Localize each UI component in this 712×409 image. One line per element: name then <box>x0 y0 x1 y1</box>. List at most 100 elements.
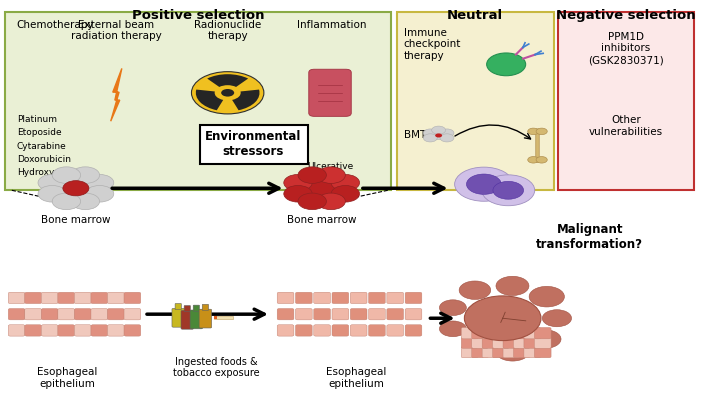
Circle shape <box>221 89 234 97</box>
FancyBboxPatch shape <box>472 328 488 339</box>
Text: Neutral: Neutral <box>446 9 503 22</box>
FancyBboxPatch shape <box>482 346 499 358</box>
Circle shape <box>439 321 466 337</box>
FancyBboxPatch shape <box>405 325 422 336</box>
Circle shape <box>298 193 326 210</box>
Circle shape <box>38 186 66 202</box>
FancyBboxPatch shape <box>58 325 75 336</box>
FancyBboxPatch shape <box>332 308 349 320</box>
FancyBboxPatch shape <box>41 325 58 336</box>
FancyBboxPatch shape <box>193 305 199 311</box>
Text: External beam
radiation therapy: External beam radiation therapy <box>71 20 162 41</box>
Circle shape <box>85 175 114 191</box>
FancyBboxPatch shape <box>314 325 330 336</box>
Text: Ulcerative
Colitis: Ulcerative Colitis <box>307 162 353 181</box>
FancyBboxPatch shape <box>58 308 75 320</box>
FancyBboxPatch shape <box>108 308 124 320</box>
Text: Negative selection: Negative selection <box>556 9 696 22</box>
FancyBboxPatch shape <box>472 346 488 358</box>
Text: PPM1D
inhibitors
(GSK2830371): PPM1D inhibitors (GSK2830371) <box>588 32 664 65</box>
FancyBboxPatch shape <box>190 310 203 329</box>
Circle shape <box>85 186 114 202</box>
Text: Malignant
transformation?: Malignant transformation? <box>536 223 643 251</box>
FancyBboxPatch shape <box>41 308 58 320</box>
Circle shape <box>38 175 66 191</box>
Circle shape <box>52 167 80 183</box>
FancyBboxPatch shape <box>472 337 488 348</box>
FancyBboxPatch shape <box>75 292 91 303</box>
FancyBboxPatch shape <box>314 308 330 320</box>
Circle shape <box>63 181 89 196</box>
Circle shape <box>543 310 572 327</box>
Circle shape <box>431 131 446 139</box>
FancyBboxPatch shape <box>332 325 349 336</box>
Circle shape <box>284 186 312 202</box>
FancyBboxPatch shape <box>25 292 41 303</box>
FancyBboxPatch shape <box>199 309 211 328</box>
FancyBboxPatch shape <box>524 337 540 348</box>
FancyBboxPatch shape <box>9 325 25 336</box>
Circle shape <box>424 134 437 142</box>
Text: Bone marrow: Bone marrow <box>287 215 357 225</box>
Circle shape <box>284 175 312 191</box>
FancyBboxPatch shape <box>172 308 184 327</box>
FancyBboxPatch shape <box>350 308 367 320</box>
Text: Esophageal
epithelium: Esophageal epithelium <box>326 367 387 389</box>
FancyBboxPatch shape <box>9 292 25 303</box>
FancyBboxPatch shape <box>482 328 499 339</box>
FancyBboxPatch shape <box>535 337 551 348</box>
FancyBboxPatch shape <box>41 292 58 303</box>
Circle shape <box>424 129 437 137</box>
FancyBboxPatch shape <box>461 346 478 358</box>
FancyBboxPatch shape <box>108 325 124 336</box>
FancyBboxPatch shape <box>350 325 367 336</box>
FancyBboxPatch shape <box>397 11 553 190</box>
FancyBboxPatch shape <box>558 11 694 190</box>
FancyBboxPatch shape <box>124 292 141 303</box>
Circle shape <box>439 300 466 315</box>
Text: Positive selection: Positive selection <box>132 9 265 22</box>
FancyBboxPatch shape <box>75 308 91 320</box>
FancyBboxPatch shape <box>309 69 351 116</box>
FancyBboxPatch shape <box>524 328 540 339</box>
FancyBboxPatch shape <box>535 129 539 162</box>
FancyBboxPatch shape <box>175 303 182 310</box>
FancyBboxPatch shape <box>295 308 312 320</box>
FancyBboxPatch shape <box>513 328 530 339</box>
Circle shape <box>466 174 501 194</box>
FancyBboxPatch shape <box>214 316 217 319</box>
Circle shape <box>528 157 539 163</box>
FancyBboxPatch shape <box>277 292 294 303</box>
Circle shape <box>331 186 360 202</box>
FancyBboxPatch shape <box>482 337 499 348</box>
Circle shape <box>528 128 539 135</box>
Text: Inflammation: Inflammation <box>298 20 367 30</box>
FancyBboxPatch shape <box>387 292 404 303</box>
Circle shape <box>464 337 489 352</box>
Text: Other
vulnerabilities: Other vulnerabilities <box>589 115 663 137</box>
FancyBboxPatch shape <box>350 292 367 303</box>
FancyBboxPatch shape <box>295 325 312 336</box>
Text: Immune
checkpoint
therapy: Immune checkpoint therapy <box>404 28 461 61</box>
FancyBboxPatch shape <box>184 306 190 312</box>
Wedge shape <box>232 90 260 110</box>
FancyBboxPatch shape <box>513 337 530 348</box>
Circle shape <box>536 157 548 163</box>
Circle shape <box>317 167 345 183</box>
Circle shape <box>464 296 541 341</box>
Circle shape <box>71 193 100 210</box>
FancyBboxPatch shape <box>461 328 478 339</box>
FancyBboxPatch shape <box>535 328 551 339</box>
Circle shape <box>482 175 535 206</box>
FancyBboxPatch shape <box>535 346 551 358</box>
FancyBboxPatch shape <box>277 308 294 320</box>
FancyBboxPatch shape <box>91 325 108 336</box>
FancyBboxPatch shape <box>405 308 422 320</box>
FancyBboxPatch shape <box>332 292 349 303</box>
FancyBboxPatch shape <box>387 325 404 336</box>
FancyBboxPatch shape <box>513 346 530 358</box>
Polygon shape <box>110 68 122 121</box>
Circle shape <box>487 53 525 76</box>
Circle shape <box>52 193 80 210</box>
Circle shape <box>431 126 446 134</box>
